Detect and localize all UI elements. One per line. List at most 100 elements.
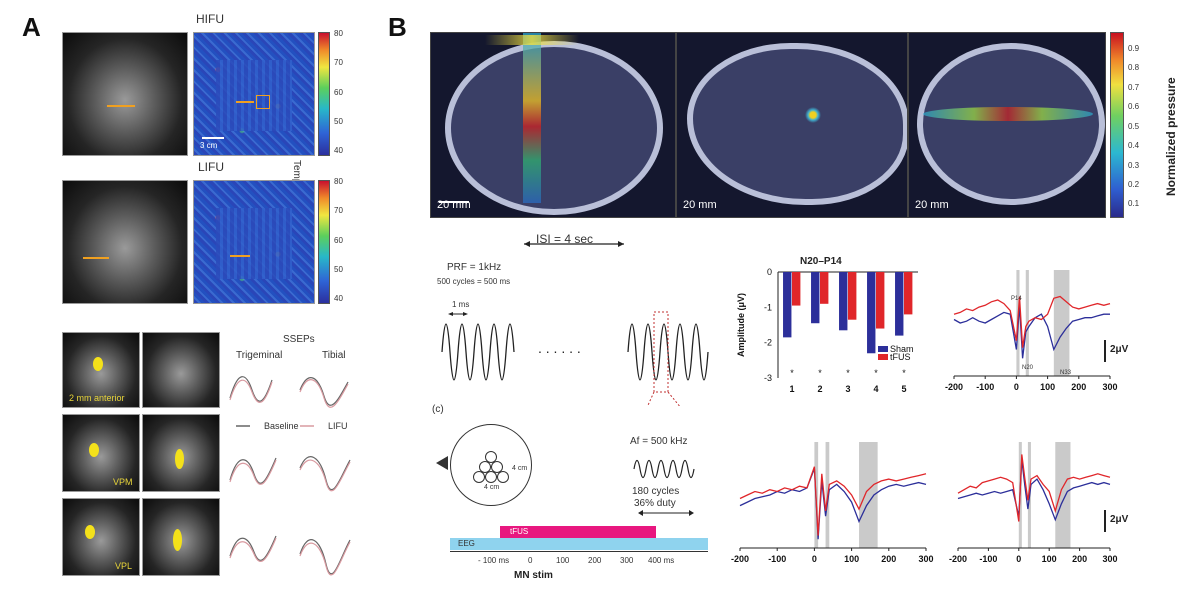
timeline-axis [450,551,708,552]
legend-label: tFUS [890,352,911,362]
x-tick-label: 100 [1040,382,1055,392]
x-tick-label: 100 [1042,554,1057,564]
lifu-mri-image [62,180,188,304]
uv-scale-label: 2μV [1110,514,1129,525]
ssep-traces [229,376,351,576]
x-tick-label: 0 [812,554,817,564]
x-tick-label: 300 [918,554,933,564]
x-tick-label: 300 [1102,554,1117,564]
hifu-thermal-map: 3 cm [193,32,315,156]
y-tick-label: -3 [764,373,772,383]
col-trigeminal: Trigeminal [236,350,283,361]
timeline-tick: 0 [528,556,533,565]
x-tick-label: -100 [768,554,786,564]
significance-star: * [902,368,906,378]
af-waveform [633,459,695,479]
erp-chart-1: -200 -100 0 100 200 300 [945,270,1118,392]
mri-row2-right [142,414,220,492]
eeg-bar-label: EEG [458,539,475,548]
series-line-sham [739,468,927,540]
hifu-title: HIFU [196,12,224,26]
lifu-thermal-map [193,180,315,304]
mri-row3-right [142,498,220,576]
pressure-tick: 0.2 [1128,180,1140,189]
uv-scale-bar [1104,510,1106,532]
series-line-sham [957,459,1111,522]
series-line-tfus [957,454,1111,522]
erp-chart-3: -200 -100 0 100 200 300 [949,442,1118,564]
c-label: (c) [432,404,444,415]
x-tick-label: -200 [731,554,749,564]
ct-coronal: 20 mm [908,32,1106,218]
bar-sham [811,272,820,324]
lifu-title: LIFU [198,160,225,174]
tick-80: 80 [334,177,343,186]
legend-lifu: LIFU [328,421,348,431]
uv-scale-label: 2μV [1110,344,1129,355]
legend-label: Sham [890,344,914,354]
row-label: 2 mm anterior [69,393,125,403]
nose-icon [436,456,448,470]
mn-stim-label: MN stim [514,570,553,581]
x-tick-label: 200 [1071,382,1086,392]
col-tibial: Tibial [322,350,346,361]
bar-tfus [904,272,913,315]
tick-50: 50 [334,265,343,274]
ct-sagittal: 20 mm [676,32,908,218]
af-label: Af = 500 kHz [630,436,688,447]
mri-row3-left: VPL [62,498,140,576]
timeline-tick: 100 [556,556,570,565]
bar-tfus [820,272,829,304]
bar-sham [867,272,876,354]
row-label: VPL [115,561,133,571]
y-tick-label: 0 [767,268,772,277]
x-tick-label: 300 [1102,382,1117,392]
legend-baseline: Baseline [264,421,299,431]
legend-swatch [878,354,888,360]
sseps-title: SSEPs [283,334,315,345]
uv-scale-bar [1104,340,1106,362]
tick-70: 70 [334,206,343,215]
x-tick-label: 2 [817,384,822,394]
x-tick-label: 200 [881,554,896,564]
x-tick-label: -100 [979,554,997,564]
pressure-axis-label: Normalized pressure [1164,77,1178,196]
cycles180: 180 cycles [632,486,680,497]
scalebar-label: 20 mm [437,199,471,211]
significance-star: * [874,368,878,378]
tick-60: 60 [334,88,343,97]
x-tick-label: 3 [845,384,850,394]
head-diagram [450,424,532,506]
pressure-tick: 0.4 [1128,141,1140,150]
scale-label: 3 cm [200,141,218,150]
pressure-colorbar [1110,32,1124,218]
x-tick-label: 100 [844,554,859,564]
timeline-tick: 300 [620,556,634,565]
pressure-tick: 0.6 [1128,102,1140,111]
x-tick-label: 0 [1014,382,1019,392]
bar-chart-title: N20–P14 [800,256,842,267]
x-tick-label: 4 [873,384,878,394]
tick-60: 60 [334,236,343,245]
panel-b-letter: B [388,12,407,42]
pressure-tick: 0.8 [1128,63,1140,72]
bar-tfus [876,272,885,329]
tick-50: 50 [334,117,343,126]
focus-box [256,95,270,109]
arrow-icon [83,257,109,259]
prf-label: PRF = 1kHz [447,262,502,273]
significance-star: * [818,368,822,378]
isi-label: ISI = 4 sec [536,232,594,246]
x-tick-label: -100 [976,382,994,392]
duty: 36% duty [634,498,676,509]
pressure-tick: 0.1 [1128,199,1140,208]
tick-70: 70 [334,58,343,67]
n33-label: N33 [1060,370,1072,376]
scalebar-label: 20 mm [683,199,717,211]
scale-bar [439,201,469,203]
x-tick-label: -200 [945,382,963,392]
mri-row1-right [142,332,220,408]
ms-label: 1 ms [452,300,470,309]
analysis-window [1055,442,1071,548]
n20-label: N20 [1022,365,1034,371]
